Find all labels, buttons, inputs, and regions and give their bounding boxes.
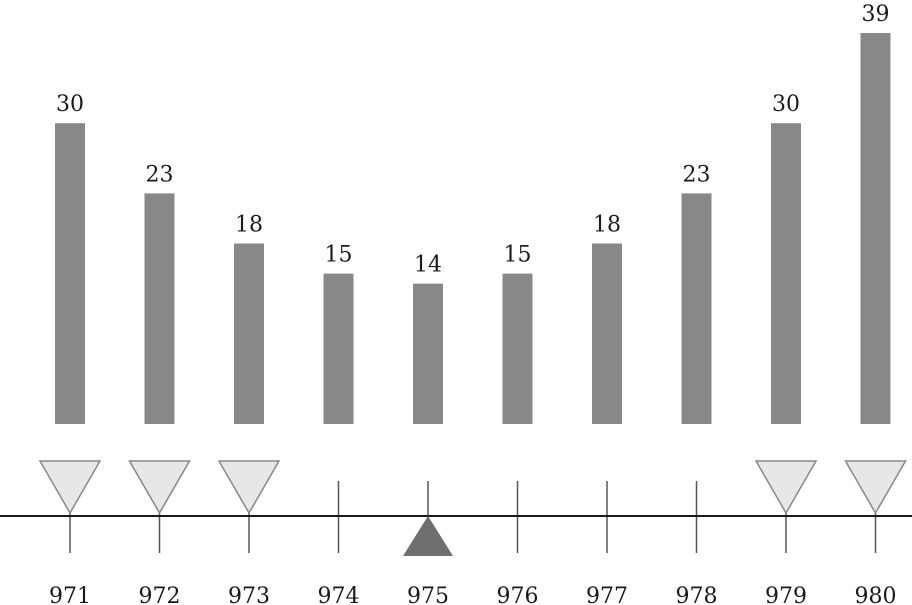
value-label-978: 23 bbox=[683, 162, 711, 187]
x-tick-label-972: 972 bbox=[139, 584, 181, 605]
value-label-973: 18 bbox=[235, 213, 263, 238]
value-label-980: 39 bbox=[862, 2, 890, 27]
x-tick-label-977: 977 bbox=[586, 584, 628, 605]
value-label-976: 15 bbox=[504, 243, 532, 268]
bar-973 bbox=[234, 243, 264, 424]
x-tick-label-978: 978 bbox=[676, 584, 718, 605]
bar-972 bbox=[144, 193, 175, 424]
x-tick-label-976: 976 bbox=[497, 584, 539, 605]
down-triangle-icon bbox=[754, 460, 818, 515]
tick-labels-layer: 971 972 973 974 975 976 977 978 979 980 bbox=[49, 584, 897, 605]
value-labels-layer: 30 23 18 15 14 15 18 23 30 39 bbox=[56, 2, 890, 278]
up-triangle-icon bbox=[403, 516, 453, 556]
bar-977 bbox=[592, 243, 622, 424]
x-tick-label-980: 980 bbox=[855, 584, 897, 605]
bars-layer bbox=[55, 33, 891, 424]
x-tick-label-975: 975 bbox=[407, 584, 449, 605]
bar-975 bbox=[413, 283, 443, 424]
down-triangle-icon bbox=[128, 460, 191, 515]
bar-978 bbox=[681, 193, 712, 424]
bar-971 bbox=[55, 123, 85, 424]
down-triangle-icon bbox=[844, 460, 907, 515]
x-tick-label-974: 974 bbox=[318, 584, 360, 605]
value-label-974: 15 bbox=[325, 243, 353, 268]
value-label-977: 18 bbox=[593, 213, 621, 238]
value-label-971: 30 bbox=[56, 92, 84, 117]
bar-980 bbox=[860, 33, 891, 424]
x-tick-label-973: 973 bbox=[228, 584, 270, 605]
markers-layer bbox=[38, 460, 907, 556]
bar-979 bbox=[771, 123, 801, 424]
value-label-972: 23 bbox=[146, 162, 174, 187]
value-label-979: 30 bbox=[772, 92, 800, 117]
value-label-975: 14 bbox=[414, 253, 442, 278]
bar-976 bbox=[502, 273, 533, 424]
x-tick-label-979: 979 bbox=[765, 584, 807, 605]
down-triangle-icon bbox=[38, 460, 102, 515]
x-tick-label-971: 971 bbox=[49, 584, 91, 605]
down-triangle-icon bbox=[217, 460, 281, 515]
bar-974 bbox=[323, 273, 354, 424]
